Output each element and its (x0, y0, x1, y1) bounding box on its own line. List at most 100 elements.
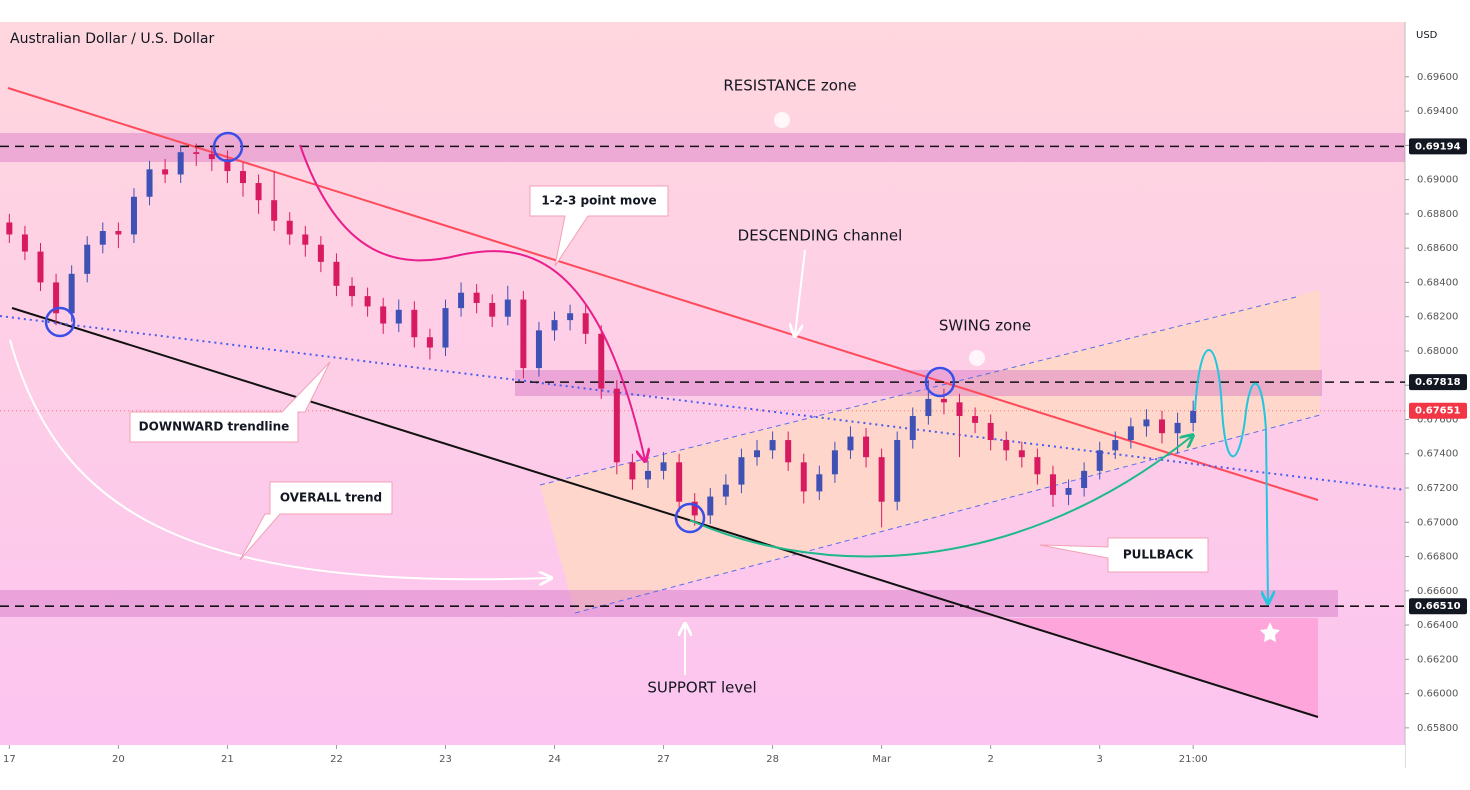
x-tick-label: 23 (439, 754, 452, 765)
price-level-label: 0.67651 (1415, 406, 1461, 417)
y-tick-label: 0.66000 (1417, 689, 1458, 700)
candle-body (380, 306, 387, 324)
price-level-label: 0.66510 (1415, 601, 1461, 612)
candle-body (878, 457, 885, 502)
candle-body (177, 152, 184, 175)
x-tick-label: 2 (987, 754, 993, 765)
y-tick-label: 0.67000 (1417, 517, 1458, 528)
x-tick-label: 28 (766, 754, 779, 765)
annotation: OVERALL trend (280, 491, 382, 505)
candle-body (629, 462, 636, 480)
candle-body (738, 457, 745, 485)
candle-body (286, 220, 293, 235)
candle-body (1003, 440, 1010, 451)
candle-body (909, 416, 916, 441)
descending-line (7, 87, 1319, 501)
zone-icon (774, 112, 790, 128)
candle-body (769, 440, 776, 451)
candle-body (1143, 419, 1150, 427)
x-tick-label: 27 (657, 754, 670, 765)
candle-body (1159, 419, 1166, 434)
downward-trendline (0, 315, 1406, 491)
candle-body (302, 234, 309, 245)
target-star (1260, 622, 1280, 642)
candle-body (473, 292, 480, 303)
candle-body (162, 169, 169, 175)
x-tick-label: Mar (872, 754, 892, 765)
candle-body (146, 169, 153, 197)
candle-body (255, 183, 262, 201)
price-level-box (1409, 374, 1467, 391)
y-tick-label: 0.68000 (1417, 346, 1458, 357)
pivot (924, 366, 956, 398)
candle-body (84, 244, 91, 274)
candle-body (224, 159, 231, 172)
x-tick-label: 20 (112, 754, 125, 765)
candle-body (863, 436, 870, 458)
annotation: PULLBACK (1123, 548, 1194, 562)
x-tick-label: 21 (221, 754, 234, 765)
candle-body (130, 196, 137, 235)
x-tick-label: 22 (330, 754, 343, 765)
candle-body (613, 388, 620, 463)
candle-body (411, 309, 418, 338)
callout (1039, 537, 1209, 573)
pivots (44, 131, 956, 534)
candle-body (271, 200, 278, 221)
candle-body (551, 320, 558, 331)
currency-label: USD (1416, 30, 1438, 41)
callout (129, 361, 331, 443)
candle-body (847, 436, 854, 451)
candle-body (972, 416, 979, 423)
candle-body (956, 402, 963, 417)
y-tick-label: 0.69400 (1417, 106, 1458, 117)
candle-body (99, 231, 106, 245)
pullback-arrow (689, 436, 1192, 558)
pivot (212, 131, 244, 163)
candle-body (722, 484, 729, 497)
price-level-box (1409, 598, 1467, 615)
candle-body (644, 470, 651, 480)
candle-body (489, 302, 496, 317)
x-tick-label: 17 (3, 754, 16, 765)
candle-body (458, 292, 465, 309)
x-tick-label: 3 (1097, 754, 1103, 765)
candle-body (660, 462, 667, 471)
chart-title: Australian Dollar / U.S. Dollar (10, 31, 215, 47)
candle-body (442, 308, 449, 348)
time-axis (0, 745, 1405, 768)
y-tick-label: 0.67600 (1417, 414, 1458, 425)
candle-body (1081, 470, 1088, 489)
y-tick-label: 0.68600 (1417, 243, 1458, 254)
overall-trend-line (11, 307, 1319, 718)
candle-body (535, 330, 542, 369)
y-tick-label: 0.69600 (1417, 72, 1458, 83)
candle-body (68, 273, 75, 314)
y-tick-label: 0.69000 (1417, 175, 1458, 186)
candle-body (816, 474, 823, 492)
candle-body (333, 261, 340, 286)
move-arrow (299, 144, 645, 460)
overall-arrow (9, 339, 550, 579)
candle-body (21, 234, 28, 252)
y-tick-label: 0.66600 (1417, 586, 1458, 597)
annotation: 1-2-3 point move (541, 194, 656, 208)
candle-body (208, 153, 215, 160)
candle-body (800, 462, 807, 492)
price-level-label: 0.69194 (1415, 141, 1461, 152)
annotation: RESISTANCE zone (723, 77, 856, 95)
candle-body (520, 299, 527, 369)
candle-body (395, 309, 402, 324)
y-tick-label: 0.66400 (1417, 620, 1458, 631)
candle-body (894, 440, 901, 502)
candle-body (1112, 440, 1119, 451)
annotation: SWING zone (939, 317, 1031, 335)
candle-body (707, 496, 714, 516)
callout (529, 185, 669, 267)
y-tick-label: 0.65800 (1417, 723, 1458, 734)
candle-body (831, 450, 838, 475)
callout (239, 481, 393, 561)
y-tick-label: 0.68400 (1417, 277, 1458, 288)
channel-upper (539, 295, 1301, 486)
candle-body (567, 313, 574, 321)
